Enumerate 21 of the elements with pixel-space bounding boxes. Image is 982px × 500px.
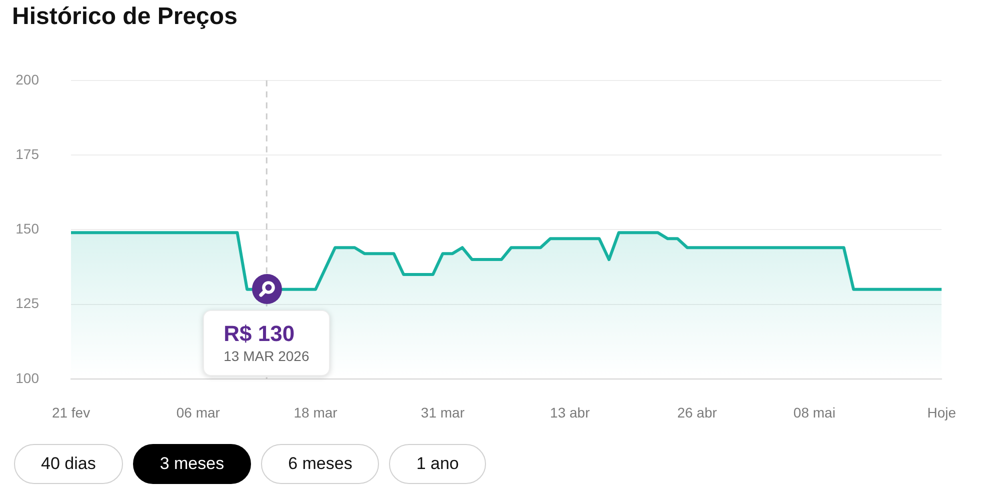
annotation: R$ 130 xyxy=(224,320,296,348)
y-tick-label: 125 xyxy=(16,295,40,312)
period-button[interactable]: 40 dias xyxy=(14,444,123,484)
x-tick-label: 26 abr xyxy=(677,404,718,420)
y-tick-label: 150 xyxy=(16,220,40,237)
x-tick-label: 06 mar xyxy=(176,404,220,420)
period-button[interactable]: 1 ano xyxy=(389,444,486,484)
x-tick-label: 31 mar xyxy=(420,404,465,420)
x-tick-label: 08 mai xyxy=(793,404,836,420)
period-button[interactable]: 3 meses xyxy=(132,444,252,484)
x-tick-label: Hoje xyxy=(927,404,956,420)
x-tick-label: 13 abr xyxy=(550,404,590,420)
y-tick-label: 100 xyxy=(16,370,40,386)
chart-title: Histórico de Preços xyxy=(12,3,238,31)
y-tick-label: 200 xyxy=(16,71,40,88)
tooltip-box: R$ 130 13 MAR 2026 xyxy=(202,310,330,376)
annotation: 13 MAR 2026 xyxy=(224,347,310,366)
x-tick-label: 21 fev xyxy=(52,404,90,420)
y-tick-label: 175 xyxy=(16,146,40,162)
x-tick-label: 18 mar xyxy=(294,404,338,420)
period-button[interactable]: 6 meses xyxy=(261,444,380,484)
